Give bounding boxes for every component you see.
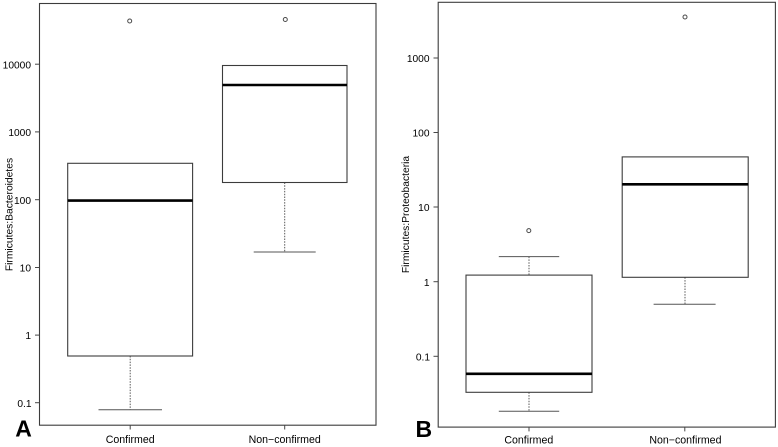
svg-text:0.1: 0.1 [17,399,31,410]
svg-text:B: B [416,416,433,442]
svg-text:Confirmed: Confirmed [504,435,553,447]
svg-text:Firmicutes:Proteobacteria: Firmicutes:Proteobacteria [401,156,412,274]
svg-text:1000: 1000 [407,54,430,65]
svg-text:Firmicutes:Bacteroidetes: Firmicutes:Bacteroidetes [5,158,16,271]
svg-text:100: 100 [14,196,31,207]
svg-text:1000: 1000 [8,128,31,139]
svg-text:100: 100 [413,129,430,140]
svg-text:Non−confirmed: Non−confirmed [649,435,721,447]
svg-text:10: 10 [418,203,430,214]
svg-text:Confirmed: Confirmed [106,434,155,446]
svg-text:A: A [15,416,32,442]
svg-text:10000: 10000 [3,60,32,71]
svg-text:1: 1 [424,278,430,289]
svg-text:1: 1 [25,331,31,342]
svg-text:0.1: 0.1 [416,352,430,363]
svg-text:10: 10 [20,264,32,275]
svg-text:Non−confirmed: Non−confirmed [249,434,321,446]
